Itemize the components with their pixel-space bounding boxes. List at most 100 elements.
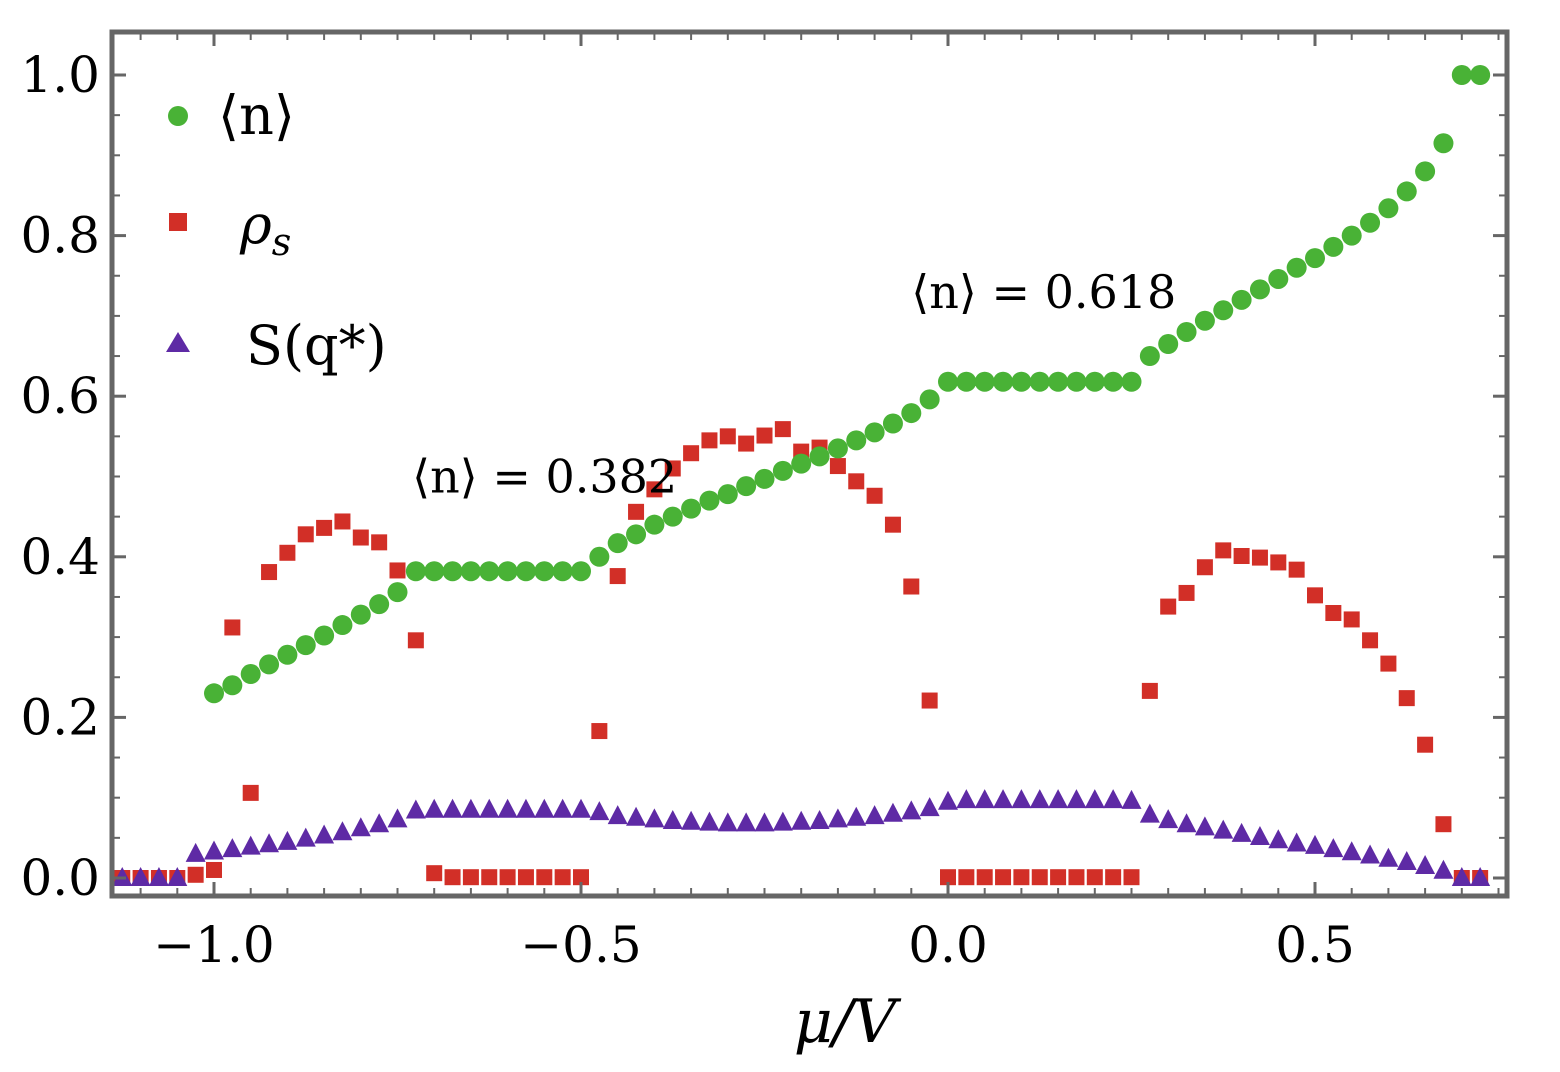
point-rho-67 (1343, 611, 1360, 628)
legend-label-n: ⟨n⟩ (218, 84, 295, 147)
point-n-3 (259, 654, 280, 675)
point-rho-22 (517, 869, 534, 886)
point-n-68 (1451, 65, 1472, 85)
point-rho-8 (261, 564, 278, 581)
point-rho-19 (462, 869, 479, 886)
point-S-30 (662, 809, 683, 829)
point-S-10 (295, 827, 316, 847)
point-n-32 (791, 453, 812, 474)
y-tick-label-4: 0.8 (20, 207, 100, 265)
point-n-17 (515, 561, 536, 582)
point-S-26 (589, 801, 610, 821)
point-n-2 (240, 664, 261, 685)
point-n-6 (314, 625, 335, 646)
point-S-58 (1176, 813, 1197, 833)
point-n-10 (387, 582, 408, 603)
point-n-52 (1158, 334, 1179, 355)
point-rho-36 (774, 421, 791, 438)
point-S-69 (1378, 847, 1399, 867)
y-tick-label-1: 0.2 (20, 688, 100, 746)
point-n-39 (919, 389, 940, 410)
point-S-4 (185, 842, 206, 862)
point-S-25 (571, 798, 591, 818)
point-S-6 (222, 838, 243, 858)
point-rho-7 (242, 784, 259, 801)
point-n-54 (1194, 310, 1215, 331)
tick-labels: −1.0 −0.5 0.0 0.5 0.0 0.2 0.4 0.6 0.8 1.0 (20, 46, 1354, 974)
point-rho-43 (903, 578, 920, 595)
point-S-5 (204, 840, 224, 860)
point-rho-28 (628, 503, 645, 520)
point-n-43 (993, 371, 1014, 392)
point-rho-46 (958, 869, 975, 886)
point-S-74 (1470, 867, 1491, 886)
point-n-51 (1139, 346, 1160, 367)
legend-marker-S (166, 332, 190, 352)
point-n-45 (1029, 371, 1050, 392)
point-rho-34 (738, 435, 755, 452)
point-rho-9 (279, 544, 296, 561)
point-S-22 (515, 798, 536, 818)
point-rho-13 (352, 529, 369, 546)
point-n-66 (1415, 161, 1436, 182)
point-S-46 (956, 789, 977, 809)
point-rho-20 (481, 869, 498, 886)
point-rho-55 (1123, 869, 1140, 886)
point-rho-44 (921, 692, 938, 709)
point-rho-31 (683, 445, 700, 462)
point-n-4 (277, 644, 298, 665)
point-S-41 (864, 805, 885, 825)
point-rho-47 (976, 869, 993, 886)
point-S-45 (938, 790, 958, 810)
point-rho-63 (1270, 554, 1287, 571)
point-rho-49 (1013, 869, 1030, 886)
point-S-35 (754, 812, 775, 832)
point-S-37 (791, 810, 812, 830)
point-rho-51 (1050, 869, 1067, 886)
point-S-15 (387, 808, 408, 828)
point-S-47 (974, 789, 995, 809)
y-tick-label-5: 1.0 (20, 46, 100, 104)
point-rho-70 (1398, 690, 1415, 707)
legend-label-rho: ρs (239, 193, 291, 264)
point-rho-61 (1233, 547, 1250, 564)
point-rho-62 (1251, 549, 1268, 566)
point-n-37 (882, 413, 903, 434)
point-S-49 (1011, 789, 1032, 809)
point-n-48 (1084, 371, 1105, 392)
point-S-13 (350, 817, 371, 837)
point-S-28 (626, 806, 647, 826)
point-n-18 (534, 561, 555, 582)
point-rho-21 (499, 869, 516, 886)
point-n-49 (1103, 371, 1124, 392)
point-S-44 (919, 797, 940, 817)
point-n-31 (772, 460, 793, 481)
point-S-38 (809, 809, 830, 829)
point-S-11 (314, 824, 335, 844)
point-rho-27 (609, 568, 626, 585)
point-S-56 (1139, 803, 1160, 823)
point-n-9 (369, 594, 390, 615)
point-rho-10 (297, 526, 314, 543)
point-S-61 (1231, 822, 1252, 842)
point-S-8 (259, 833, 280, 853)
point-rho-26 (591, 723, 608, 740)
annotation-n-0618: ⟨n⟩ = 0.618 (911, 265, 1176, 319)
point-n-53 (1176, 321, 1197, 342)
point-S-55 (1121, 789, 1142, 809)
point-n-41 (956, 371, 977, 392)
point-S-2 (148, 867, 169, 886)
point-rho-24 (554, 869, 571, 886)
point-n-25 (662, 506, 683, 527)
point-n-5 (295, 635, 316, 656)
point-n-63 (1360, 212, 1381, 233)
y-tick-label-0: 0.0 (20, 849, 100, 907)
point-S-31 (681, 810, 702, 830)
point-n-22 (607, 533, 628, 554)
point-rho-29 (646, 481, 663, 498)
point-S-36 (772, 811, 793, 831)
point-n-24 (644, 514, 665, 535)
point-rho-57 (1160, 598, 1177, 615)
point-S-7 (240, 835, 261, 855)
point-S-60 (1213, 819, 1234, 839)
